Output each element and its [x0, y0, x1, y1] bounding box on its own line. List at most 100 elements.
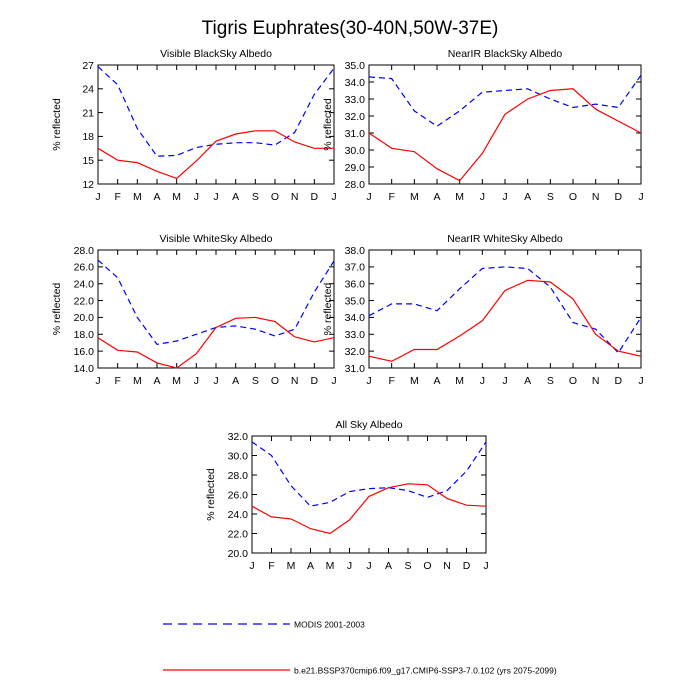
y-tick-label: 32.0	[345, 111, 366, 123]
y-tick-label: 31.0	[345, 363, 366, 375]
y-tick-label: 24.0	[74, 279, 95, 291]
y-tick-label: 24	[82, 84, 94, 96]
x-tick-label: O	[271, 191, 279, 203]
x-tick-label: M	[455, 191, 464, 203]
x-tick-label: F	[388, 191, 394, 203]
y-tick-label: 32.0	[228, 431, 249, 443]
series-line-modis	[97, 66, 335, 157]
y-tick-label: 30.0	[345, 145, 366, 157]
series-line-modis	[368, 74, 642, 127]
x-tick-label: J	[366, 375, 371, 387]
y-tick-label: 29.0	[345, 162, 366, 174]
series-line-model	[97, 130, 334, 180]
y-tick-label: 28.0	[345, 179, 366, 191]
x-tick-label: A	[433, 375, 440, 387]
legend: MODIS 2001-2003 b.e21.BSSP370cmip6.f09_g…	[163, 620, 557, 676]
y-tick-label: 34.0	[345, 312, 366, 324]
x-tick-label: J	[331, 191, 336, 203]
y-tick-label: 37.0	[345, 262, 366, 274]
y-tick-label: 34.0	[345, 77, 366, 89]
x-tick-label: A	[153, 191, 160, 203]
y-axis-label: % reflected	[205, 468, 217, 521]
x-tick-label: D	[615, 375, 623, 387]
x-tick-label: N	[291, 191, 299, 203]
x-tick-label: N	[443, 560, 451, 572]
plot-frame	[368, 64, 642, 185]
legend-modis-label: MODIS 2001-2003	[294, 620, 365, 630]
y-axis-label: % reflected	[51, 283, 63, 336]
y-tick-label: 28.0	[74, 245, 95, 257]
x-tick-label: M	[410, 191, 419, 203]
legend-model-label: b.e21.BSSP370cmip6.f09_g17.CMIP6-SSP3-7.…	[294, 666, 557, 676]
x-tick-label: J	[213, 191, 218, 203]
x-tick-label: M	[326, 560, 335, 572]
x-tick-label: A	[524, 191, 531, 203]
y-tick-label: 14.0	[74, 363, 95, 375]
series-line-model	[368, 88, 642, 182]
panel-title: NearIR BlackSky Albedo	[448, 48, 563, 60]
x-tick-label: D	[311, 375, 319, 387]
y-tick-label: 18.0	[74, 329, 95, 341]
series-line-model	[97, 316, 335, 369]
y-axis-label: % reflected	[51, 98, 63, 151]
x-tick-label: M	[410, 375, 419, 387]
y-tick-label: 27	[82, 60, 94, 72]
x-tick-label: D	[311, 191, 319, 203]
y-tick-label: 33.0	[345, 329, 366, 341]
x-tick-label: M	[172, 191, 181, 203]
x-tick-label: F	[388, 375, 394, 387]
y-tick-label: 12	[82, 179, 94, 191]
chart-panel-1: Visible BlackSky Albedo % reflected 12 15 18…	[51, 48, 337, 203]
x-tick-label: D	[463, 560, 471, 572]
x-tick-label: S	[252, 191, 259, 203]
y-tick-label: 18	[82, 131, 94, 143]
y-tick-label: 35.0	[345, 295, 366, 307]
y-axis-label: % reflected	[322, 283, 334, 336]
plot-frame	[368, 249, 642, 369]
chart-panel-4: NearIR WhiteSky Albedo % reflected 31.0 32.…	[322, 233, 644, 387]
y-tick-label: 24.0	[228, 509, 249, 521]
x-tick-label: J	[638, 375, 643, 387]
y-tick-label: 38.0	[345, 245, 366, 257]
y-tick-label: 35.0	[345, 60, 366, 72]
x-tick-label: A	[232, 191, 239, 203]
x-tick-label: J	[480, 375, 485, 387]
y-tick-label: 26.0	[228, 489, 249, 501]
x-tick-label: M	[172, 375, 181, 387]
x-tick-label: N	[592, 191, 600, 203]
x-tick-label: S	[547, 191, 554, 203]
panel-title: All Sky Albedo	[335, 419, 402, 431]
panel-title: Visible WhiteSky Albedo	[159, 233, 272, 245]
chart-panel-3: Visible WhiteSky Albedo % reflected 14.0 16…	[51, 233, 337, 387]
x-tick-label: S	[252, 375, 259, 387]
x-tick-label: M	[287, 560, 296, 572]
y-tick-label: 28.0	[228, 470, 249, 482]
x-tick-label: J	[95, 191, 100, 203]
x-tick-label: M	[455, 375, 464, 387]
series-line-model	[251, 483, 487, 535]
x-tick-label: D	[615, 191, 623, 203]
panel-title: Visible BlackSky Albedo	[160, 48, 272, 60]
x-tick-label: M	[133, 191, 142, 203]
x-tick-label: J	[502, 375, 507, 387]
y-tick-label: 22.0	[74, 295, 95, 307]
y-tick-label: 15	[82, 155, 94, 167]
chart-panels: Visible BlackSky Albedo % reflected 12 15 18…	[51, 48, 644, 572]
x-tick-label: N	[592, 375, 600, 387]
x-tick-label: F	[114, 191, 120, 203]
x-tick-label: A	[524, 375, 531, 387]
x-tick-label: J	[366, 560, 371, 572]
y-tick-label: 16.0	[74, 346, 95, 358]
y-tick-label: 32.0	[345, 346, 366, 358]
series-line-modis	[97, 259, 335, 346]
x-tick-label: F	[114, 375, 120, 387]
series-line-modis	[251, 441, 487, 507]
chart-panel-2: NearIR BlackSky Albedo % reflected 28.0 29.…	[322, 48, 644, 203]
x-tick-label: S	[547, 375, 554, 387]
x-tick-label: A	[385, 560, 392, 572]
x-tick-label: O	[271, 375, 279, 387]
x-tick-label: A	[232, 375, 239, 387]
x-tick-label: O	[569, 375, 577, 387]
x-tick-label: N	[291, 375, 299, 387]
x-tick-label: J	[249, 560, 254, 572]
